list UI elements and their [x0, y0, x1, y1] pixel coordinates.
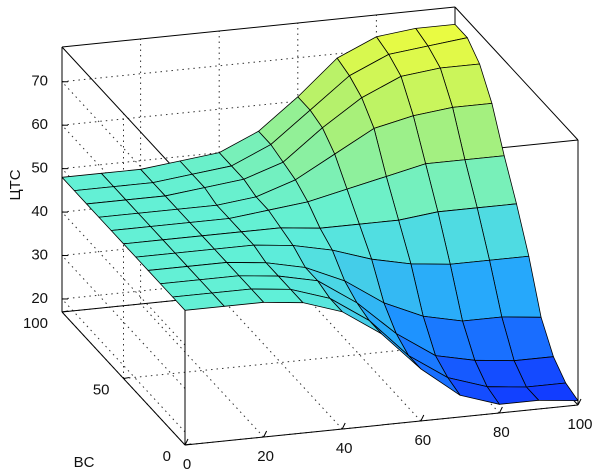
z-axis-label: ЦТС: [7, 169, 24, 200]
x-tick: [498, 406, 503, 414]
axis-box-edge: [61, 46, 186, 181]
z-tick-label: 20: [31, 290, 48, 307]
axis-box-edge: [61, 6, 456, 48]
z-tick-label: 70: [31, 73, 48, 90]
surface-patch: [172, 292, 225, 311]
y-axis-label: BC: [74, 454, 95, 471]
x-tick-label: 60: [414, 432, 431, 449]
y-tick-label: 100: [23, 315, 48, 332]
y-tick-label: 50: [93, 381, 110, 398]
axis-box-edge: [454, 6, 579, 141]
z-tick-label: 40: [31, 203, 48, 220]
x-tick: [341, 422, 346, 430]
x-tick-label: 0: [183, 456, 191, 473]
x-tick-label: 80: [493, 424, 510, 441]
y-tick: [61, 310, 69, 313]
x-tick-label: 20: [257, 448, 274, 465]
x-tick: [263, 430, 268, 438]
axis-box-edge: [184, 404, 579, 446]
x-tick: [184, 438, 189, 446]
y-tick-label: 0: [163, 448, 171, 465]
grid-line: [61, 298, 186, 433]
x-tick-label: 40: [336, 440, 353, 457]
x-tick: [577, 398, 582, 406]
y-tick: [123, 377, 130, 379]
x-tick: [420, 414, 425, 422]
z-tick-label: 60: [31, 116, 48, 133]
x-tick-label: 100: [567, 416, 592, 433]
z-tick-label: 50: [31, 160, 48, 177]
z-tick-label: 30: [31, 246, 48, 263]
y-tick: [184, 443, 192, 446]
